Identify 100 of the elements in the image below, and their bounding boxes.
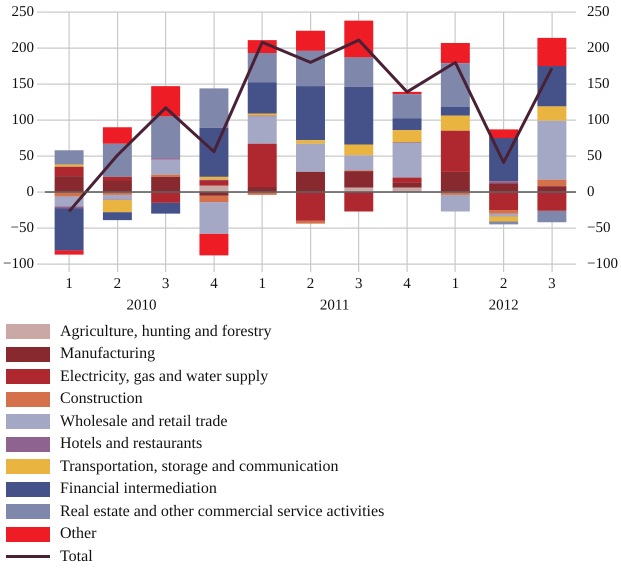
- bar: [537, 192, 566, 211]
- bar: [296, 50, 325, 86]
- legend-label: Manufacturing: [60, 345, 156, 364]
- text: 2011: [320, 297, 350, 314]
- text: 2012: [488, 297, 519, 314]
- bar: [440, 107, 470, 116]
- bar: [296, 140, 325, 144]
- bar: [102, 127, 132, 144]
- bar: [440, 194, 470, 212]
- y2-tick-label: 150: [587, 76, 610, 92]
- y2-tick-label: 200: [587, 40, 610, 56]
- bar: [248, 144, 277, 187]
- legend-label: Agriculture, hunting and forestry: [60, 322, 272, 341]
- y2-tick-label: −100: [587, 256, 618, 272]
- text: 2010: [126, 297, 157, 314]
- bar: [489, 183, 518, 192]
- x-tick-label: 3: [162, 276, 170, 292]
- x-tick-label: 1: [258, 276, 266, 292]
- y-tick-label: 250: [11, 4, 34, 20]
- x-tick-label: 3: [548, 276, 556, 292]
- x-tick-label: 1: [65, 276, 73, 292]
- x-tick-label: 2: [306, 276, 314, 292]
- bar: [248, 82, 277, 114]
- x-tick-label: 2: [500, 276, 508, 292]
- bar: [440, 130, 470, 172]
- bar: [537, 120, 566, 180]
- legend-label: Financial intermediation: [60, 480, 217, 498]
- y-tick-label: 200: [11, 40, 34, 56]
- y-tick-label: 0: [26, 184, 34, 200]
- bar: [54, 166, 84, 176]
- bar: [151, 176, 180, 192]
- y2-tick-label: 100: [587, 112, 610, 128]
- bar: [537, 210, 566, 222]
- legend-label: Construction: [60, 390, 143, 408]
- x-tick-label: 1: [452, 276, 460, 292]
- bar: [537, 66, 566, 106]
- bar: [199, 88, 228, 128]
- bar: [199, 234, 228, 256]
- bar: [489, 222, 518, 224]
- legend-label: Other: [60, 525, 96, 544]
- y-tick-label: −100: [2, 256, 34, 272]
- bar: [102, 212, 132, 220]
- legend-label: Transportation, storage and communication: [60, 458, 338, 476]
- bar: [54, 208, 84, 250]
- bar: [199, 202, 228, 234]
- bar: [392, 182, 422, 188]
- bar: [102, 180, 132, 192]
- bar: [392, 178, 422, 183]
- y-tick-label: 100: [11, 112, 34, 128]
- x-tick-label: 2: [114, 276, 122, 292]
- bar: [102, 176, 132, 180]
- bar: [440, 42, 470, 64]
- bar: [344, 57, 374, 87]
- bar: [344, 155, 374, 170]
- legend-label: Total: [60, 548, 93, 566]
- bar: [537, 106, 566, 121]
- bar: [296, 30, 325, 51]
- bar: [248, 186, 277, 192]
- bar: [344, 86, 374, 144]
- bar: [537, 38, 566, 66]
- y-tick-label: −50: [10, 220, 34, 236]
- bar: [296, 86, 325, 140]
- bar: [392, 188, 422, 192]
- x-tick-label: 3: [355, 276, 363, 292]
- bar: [344, 144, 374, 156]
- bar: [489, 214, 518, 216]
- legend-label: Real estate and other commercial service activities: [60, 502, 384, 521]
- bar: [248, 116, 277, 144]
- y-tick-label: 50: [18, 148, 34, 164]
- bar: [102, 194, 132, 200]
- y2-tick-label: 50: [587, 148, 602, 164]
- legend-label: Wholesale and retail trade: [60, 412, 228, 431]
- bar: [151, 202, 180, 214]
- bar: [199, 176, 228, 180]
- bar: [344, 171, 374, 188]
- bar: [489, 210, 518, 214]
- bar: [296, 172, 325, 192]
- y2-tick-label: −50: [587, 220, 611, 236]
- legend-label: Hotels and restaurants: [60, 435, 202, 454]
- bar: [151, 116, 180, 158]
- y-tick-label: 150: [11, 76, 34, 92]
- bar: [392, 94, 422, 119]
- bar: [392, 118, 422, 130]
- bar: [151, 86, 180, 116]
- bar: [54, 150, 84, 165]
- y2-tick-label: 0: [587, 184, 595, 200]
- bar: [199, 186, 228, 192]
- bar: [151, 192, 180, 203]
- bar: [102, 200, 132, 212]
- bar: [199, 128, 228, 177]
- bar: [440, 172, 470, 192]
- bar: [392, 143, 422, 178]
- bar: [296, 192, 325, 221]
- bar: [489, 192, 518, 210]
- bar: [537, 186, 566, 192]
- x-tick-label: 4: [403, 276, 412, 292]
- y2-tick-label: 250: [587, 4, 610, 20]
- bar: [54, 250, 84, 255]
- bar: [440, 116, 470, 131]
- bar: [296, 144, 325, 172]
